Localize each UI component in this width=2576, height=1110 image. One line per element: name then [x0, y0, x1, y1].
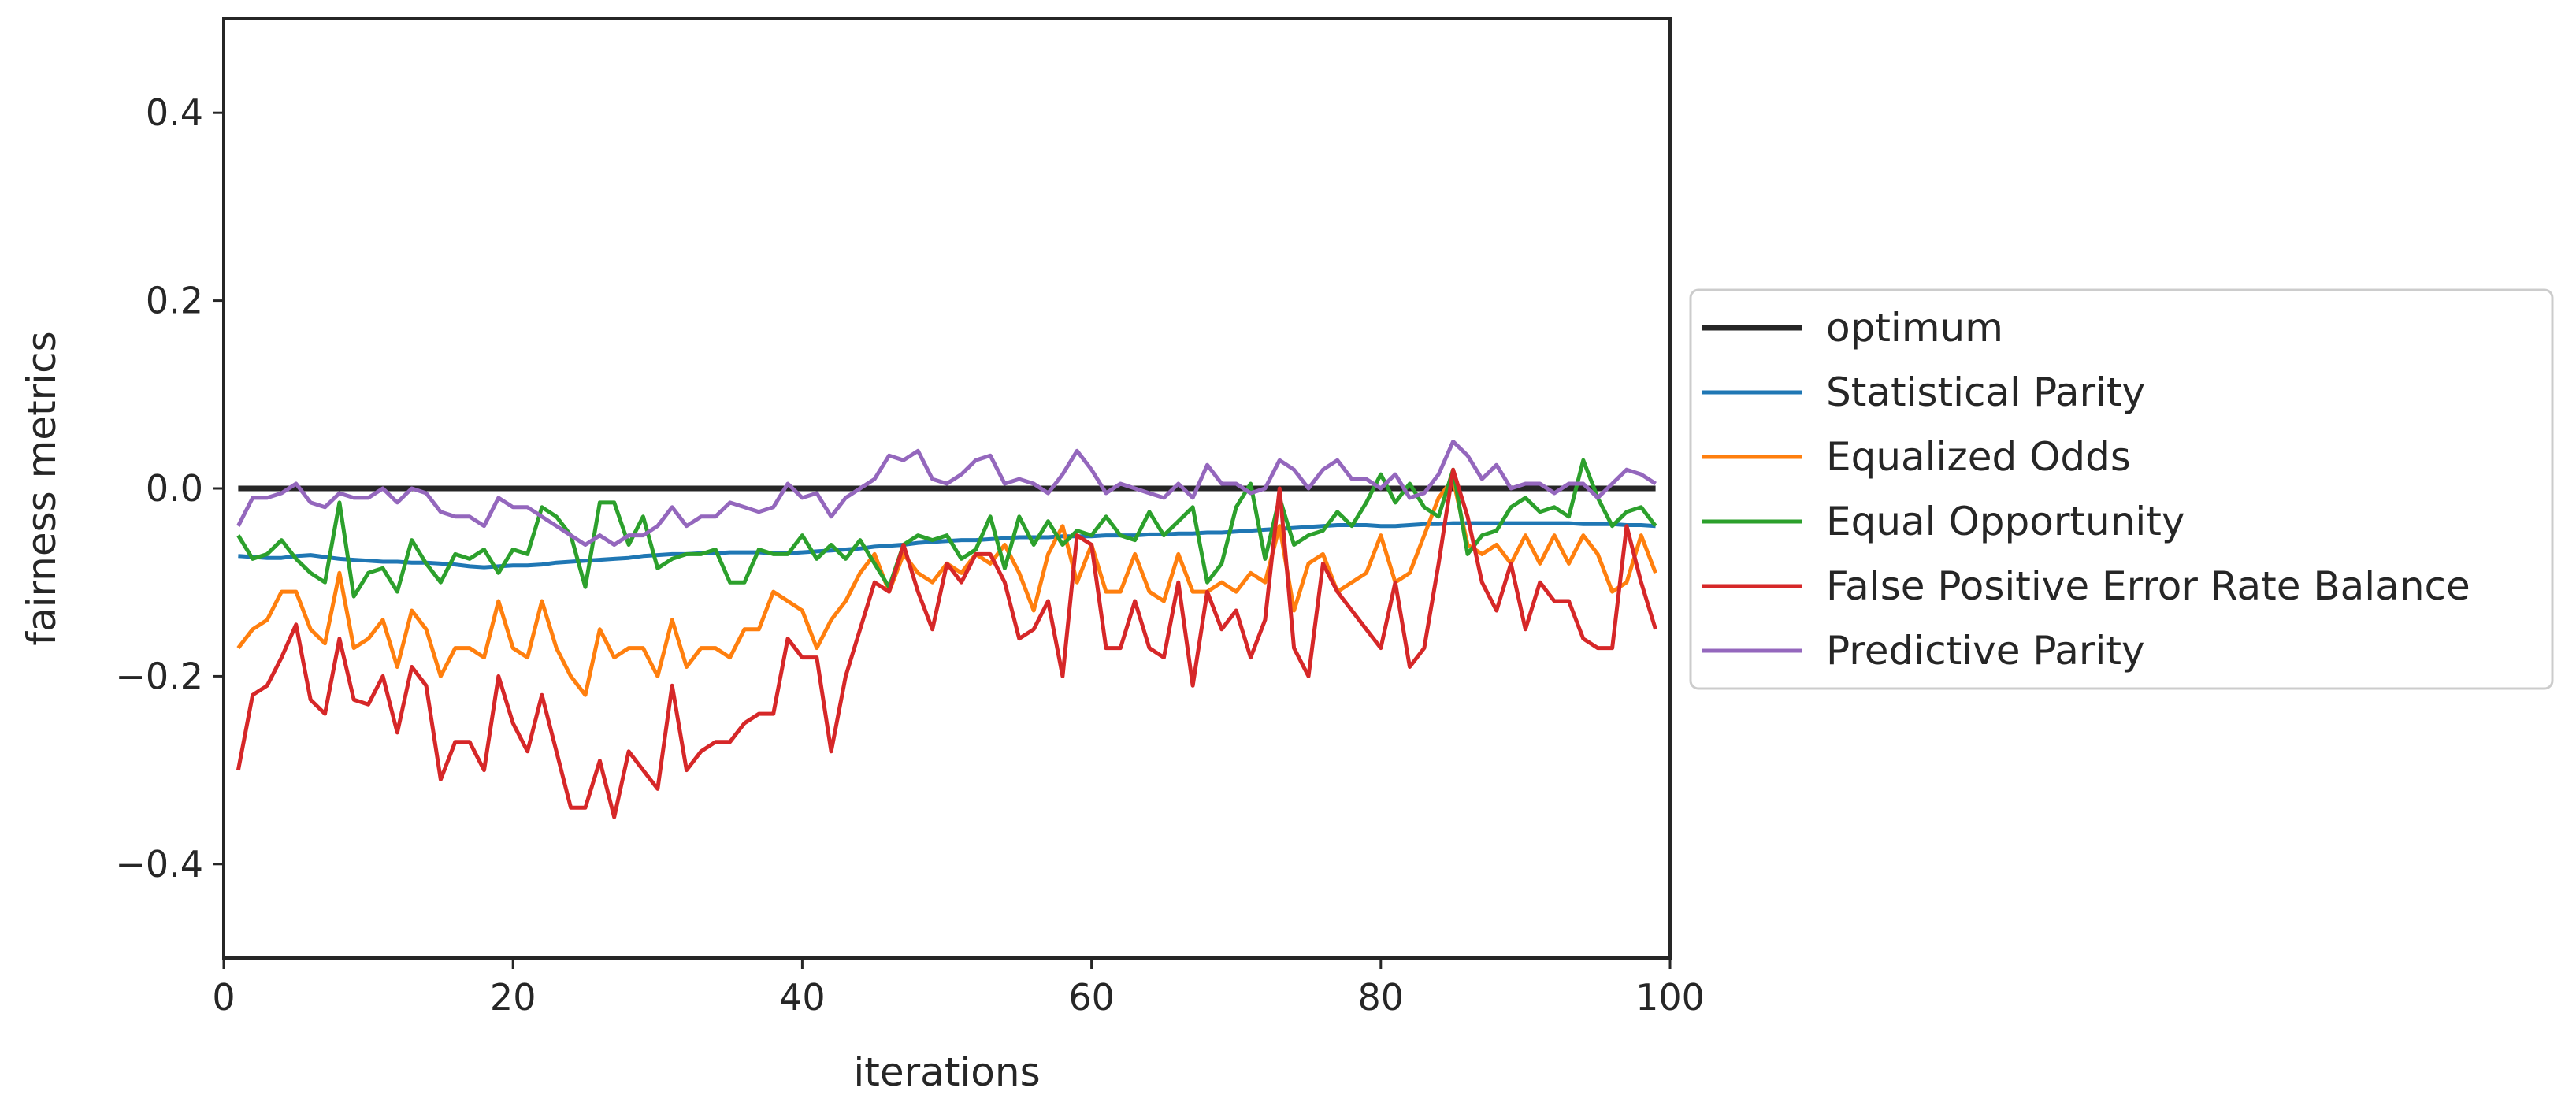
x-tick-label: 0	[212, 976, 235, 1019]
y-axis-label: fairness metrics	[19, 331, 65, 645]
legend-label: optimum	[1826, 305, 2003, 351]
x-axis-ticks: 0 20 40 60 80 100	[212, 958, 1705, 1019]
series-line-3	[236, 458, 1657, 599]
legend-box	[1689, 288, 2554, 690]
legend: optimum Statistical Parity Equalized Odds E…	[1689, 288, 2554, 690]
x-tick-label: 40	[779, 976, 826, 1019]
x-tick-label: 60	[1068, 976, 1115, 1019]
y-tick-label: −0.4	[115, 843, 203, 885]
series-line-1	[238, 521, 1656, 570]
y-tick-label: 0.2	[146, 280, 203, 322]
series-line-4	[236, 467, 1657, 819]
y-tick-label: 0.0	[146, 467, 203, 510]
series-layer	[236, 439, 1657, 819]
x-tick-label: 100	[1635, 976, 1705, 1019]
series-line-5	[236, 439, 1657, 547]
legend-label: Statistical Parity	[1826, 369, 2145, 415]
y-axis-ticks: −0.4 −0.2 0.0 0.2 0.4	[115, 91, 224, 885]
x-tick-label: 80	[1358, 976, 1405, 1019]
y-tick-label: 0.4	[146, 91, 203, 134]
legend-label: Equal Opportunity	[1826, 499, 2185, 544]
legend-label: Equalized Odds	[1826, 434, 2131, 480]
legend-label: Predictive Parity	[1826, 628, 2145, 674]
x-tick-label: 20	[490, 976, 536, 1019]
legend-label: False Positive Error Rate Balance	[1826, 563, 2470, 609]
x-axis-label: iterations	[853, 1049, 1040, 1095]
y-tick-label: −0.2	[115, 655, 203, 697]
